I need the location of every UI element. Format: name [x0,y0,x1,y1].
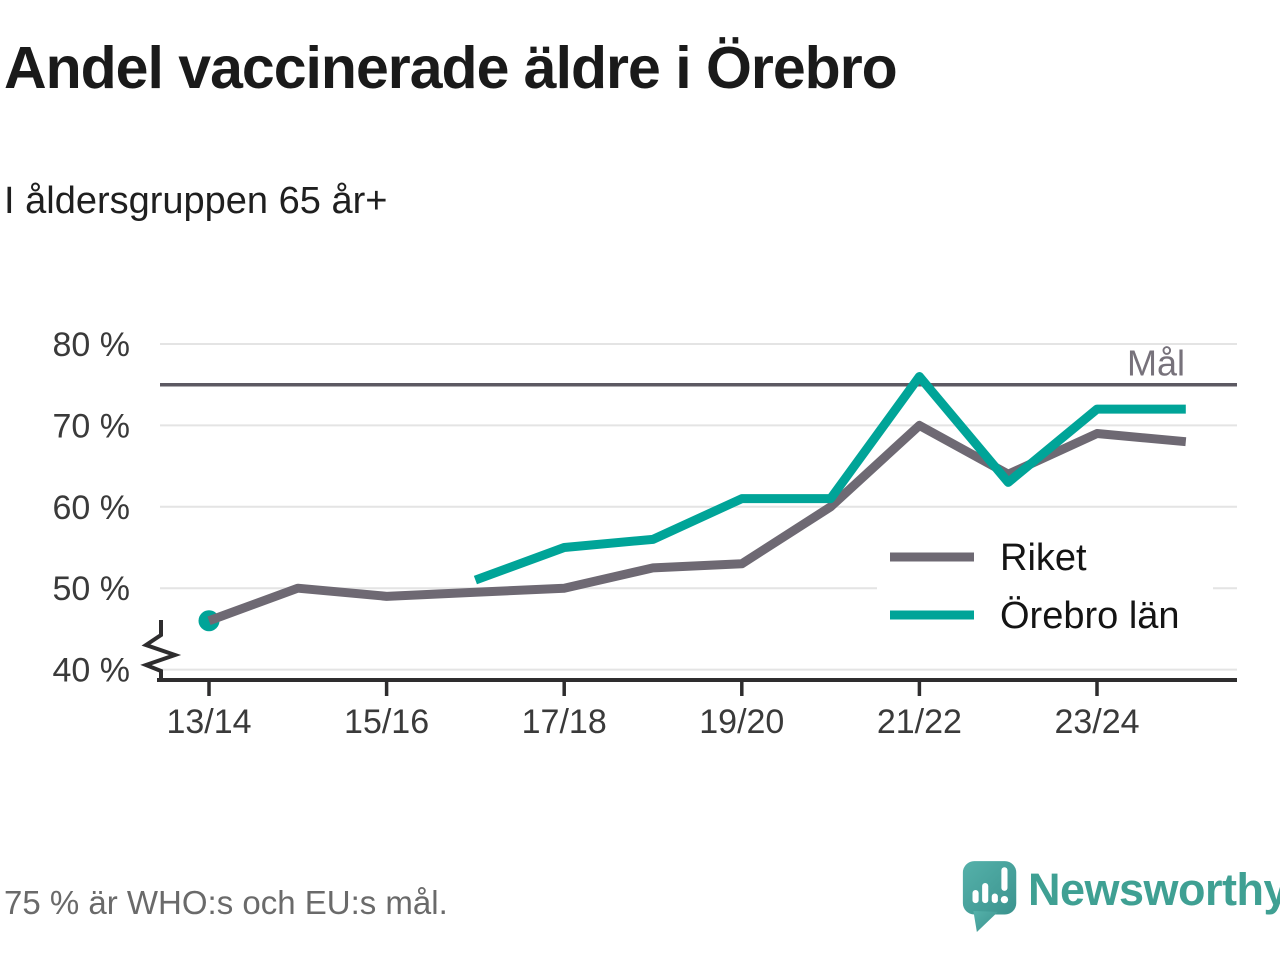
newsworthy-logo: Newsworthy [962,860,1280,934]
x-axis-tick-label: 23/24 [1054,703,1139,741]
page-subtitle: I åldersgruppen 65 år+ [4,180,388,222]
y-axis-tick-label: 50 % [53,570,131,608]
y-axis-break-icon [140,620,182,682]
newsworthy-wordmark: Newsworthy [1028,864,1280,915]
y-axis-tick-label: 70 % [53,407,131,445]
goal-footnote: 75 % är WHO:s och EU:s mål. [4,884,448,921]
x-axis-tick-label: 21/22 [877,703,962,741]
y-axis-tick-label: 40 % [53,652,131,690]
x-axis-tick-label: 15/16 [344,703,429,741]
x-axis-tick-label: 17/18 [522,703,607,741]
speech-bubble-bar-chart-icon [962,861,1017,932]
legend-label: Riket [1000,537,1087,579]
x-axis-tick-label: 19/20 [699,703,784,741]
legend-background [877,532,1213,644]
y-axis-tick-label: 60 % [53,489,131,527]
goal-line-label: Mål [1127,343,1185,384]
series-line-orebro-lan [473,372,1186,585]
y-axis-tick-label: 80 % [53,326,131,364]
legend-label: Örebro län [1000,595,1180,637]
x-axis-tick-label: 13/14 [166,703,251,741]
page-title: Andel vaccinerade äldre i Örebro [4,35,898,101]
